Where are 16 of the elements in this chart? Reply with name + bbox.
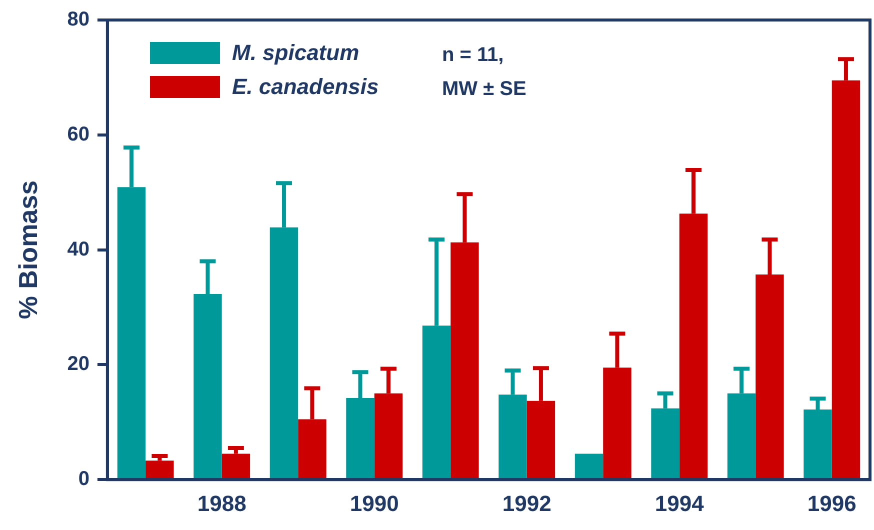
y-tick-label: 80 xyxy=(67,8,90,31)
x-tick-label: 1994 xyxy=(654,490,705,516)
y-tick-label: 40 xyxy=(67,238,90,260)
y-tick-label: 0 xyxy=(78,468,90,490)
y-tick-label: 20 xyxy=(67,353,90,376)
annotation: MW ± SE xyxy=(442,77,526,102)
bar xyxy=(574,454,604,478)
x-tick-label: 1992 xyxy=(502,490,552,516)
legend-label: M. spicatum xyxy=(232,40,360,66)
annotation: n = 11, xyxy=(442,43,505,68)
x-tick-label: 1988 xyxy=(197,490,246,516)
x-tick-label: 1990 xyxy=(350,490,399,516)
x-tick-label: 1996 xyxy=(807,490,856,516)
legend-label: E. canadensis xyxy=(232,74,379,100)
y-axis-title: % Biomass xyxy=(12,180,43,320)
y-tick-label: 60 xyxy=(67,123,90,146)
